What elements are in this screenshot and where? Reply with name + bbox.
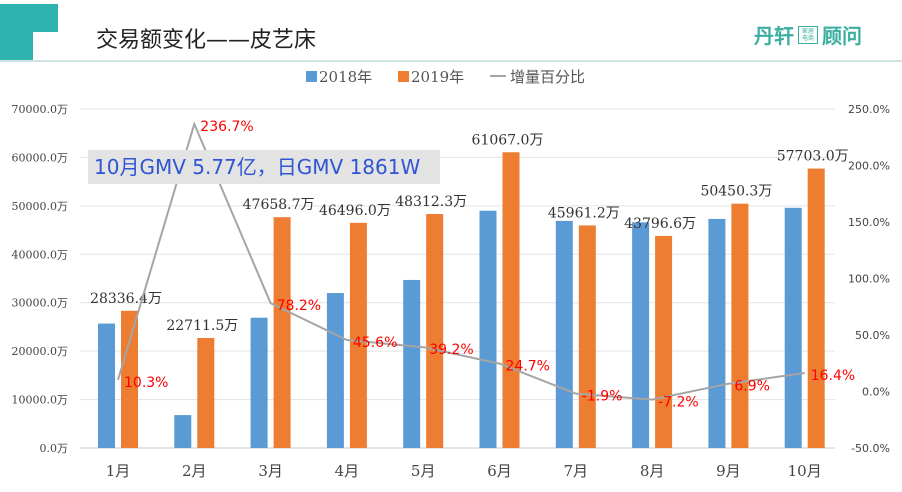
y-left-tick-label: 40000.0万 bbox=[12, 248, 69, 261]
logo-box: 家居 电商 bbox=[798, 25, 818, 44]
y-right-tick-label: -50.0% bbox=[851, 442, 890, 455]
bar-2018 bbox=[250, 317, 268, 448]
bar-2019 bbox=[121, 310, 138, 448]
bar-2019-label: 57703.0万 bbox=[777, 149, 849, 165]
legend-label-2019: 2019年 bbox=[411, 68, 464, 86]
bar-2018 bbox=[479, 210, 497, 448]
growth-label: 16.4% bbox=[811, 368, 855, 384]
logo: 丹轩 家居 电商 顾问 bbox=[754, 20, 862, 49]
page-title: 交易额变化——皮艺床 bbox=[96, 28, 317, 53]
y-right-tick-label: 100.0% bbox=[848, 273, 890, 286]
x-tick-label: 6月 bbox=[487, 462, 512, 480]
bar-2019-label: 61067.0万 bbox=[472, 132, 544, 148]
growth-label: 45.6% bbox=[353, 335, 397, 351]
y-right-tick-label: 200.0% bbox=[848, 160, 890, 173]
logo-text: 丹轩 bbox=[754, 24, 794, 48]
y-right-tick-label: 250.0% bbox=[848, 103, 890, 116]
bar-2019-label: 22711.5万 bbox=[166, 318, 238, 334]
header-divider bbox=[0, 60, 902, 62]
bar-2019-label: 48312.3万 bbox=[395, 194, 467, 210]
y-left-tick-label: 50000.0万 bbox=[12, 200, 69, 213]
bar-2018 bbox=[174, 415, 192, 448]
bar-2019 bbox=[426, 214, 444, 448]
legend-label-2018: 2018年 bbox=[319, 68, 372, 86]
legend-swatch-2019 bbox=[398, 71, 409, 82]
x-tick-label: 2月 bbox=[182, 462, 207, 480]
x-tick-label: 9月 bbox=[716, 462, 741, 480]
x-tick-label: 8月 bbox=[640, 462, 665, 480]
y-left-tick-label: 60000.0万 bbox=[12, 151, 69, 164]
bar-2018 bbox=[555, 220, 573, 448]
growth-label: -1.9% bbox=[582, 389, 623, 405]
growth-label: 236.7% bbox=[200, 119, 253, 135]
corner-decoration bbox=[33, 4, 58, 32]
bar-2019-label: 43796.6万 bbox=[624, 216, 696, 232]
logo-text: 顾问 bbox=[822, 24, 862, 48]
bar-2019 bbox=[349, 222, 367, 448]
y-left-tick-label: 10000.0万 bbox=[12, 394, 69, 407]
bar-2018 bbox=[98, 323, 115, 448]
bar-2019-label: 45961.2万 bbox=[548, 205, 620, 221]
x-tick-label: 7月 bbox=[564, 462, 589, 480]
growth-label: 24.7% bbox=[506, 359, 550, 375]
y-right-tick-label: 50.0% bbox=[855, 329, 890, 342]
growth-label: 6.9% bbox=[734, 379, 770, 395]
x-tick-label: 10月 bbox=[788, 462, 822, 480]
bar-2019-label: 46496.0万 bbox=[319, 203, 391, 219]
x-tick-label: 3月 bbox=[258, 462, 283, 480]
corner-decoration bbox=[0, 4, 33, 60]
x-tick-label: 1月 bbox=[106, 462, 131, 480]
bar-2018 bbox=[784, 207, 802, 448]
y-left-tick-label: 30000.0万 bbox=[12, 297, 69, 310]
bar-2019 bbox=[578, 225, 596, 448]
bar-2019 bbox=[655, 235, 673, 448]
growth-label: 39.2% bbox=[429, 342, 473, 358]
bar-2019 bbox=[807, 168, 825, 448]
growth-line bbox=[117, 121, 805, 401]
bar-2018 bbox=[326, 293, 344, 448]
bar-2019-label: 50450.3万 bbox=[700, 184, 772, 200]
y-right-tick-label: 150.0% bbox=[848, 216, 890, 229]
y-left-tick-label: 70000.0万 bbox=[12, 103, 69, 116]
legend-swatch-2018 bbox=[306, 71, 317, 82]
bar-2019 bbox=[273, 217, 291, 448]
growth-label: 10.3% bbox=[124, 375, 168, 391]
bar-2019-label: 28336.4万 bbox=[90, 291, 162, 307]
y-left-tick-label: 0.0万 bbox=[40, 442, 69, 455]
growth-label: 78.2% bbox=[277, 298, 321, 314]
bar-2018 bbox=[632, 222, 650, 448]
bar-2018 bbox=[708, 218, 726, 448]
bar-2019-label: 47658.7万 bbox=[243, 197, 315, 213]
legend-label-growth: 增量百分比 bbox=[510, 68, 585, 86]
bar-2018 bbox=[403, 279, 421, 448]
x-tick-label: 5月 bbox=[411, 462, 436, 480]
y-left-tick-label: 20000.0万 bbox=[12, 345, 69, 358]
gmv-callout: 10月GMV 5.77亿，日GMV 1861W bbox=[88, 150, 440, 184]
bar-2019 bbox=[197, 338, 215, 448]
bar-2019 bbox=[502, 152, 520, 449]
bar-2019 bbox=[731, 203, 749, 448]
y-right-tick-label: 0.0% bbox=[862, 386, 890, 399]
x-tick-label: 4月 bbox=[335, 462, 360, 480]
growth-label: -7.2% bbox=[658, 395, 699, 411]
